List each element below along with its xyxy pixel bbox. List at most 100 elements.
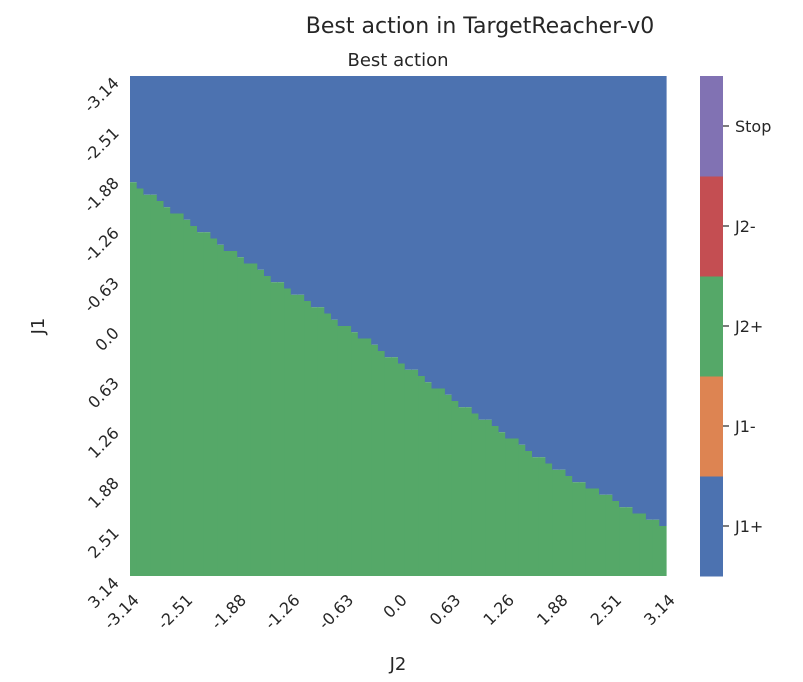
heatmap-cell-j2-plus xyxy=(532,457,540,576)
heatmap-cell-j2-plus xyxy=(411,369,419,576)
heatmap-cell-j1-plus xyxy=(639,76,647,514)
x-tick-label: -0.63 xyxy=(315,590,358,633)
heatmap-cell-j1-plus xyxy=(324,76,332,314)
heatmap-cell-j2-plus xyxy=(344,326,352,576)
heatmap-cell-j2-plus xyxy=(639,513,647,576)
heatmap-cell-j1-plus xyxy=(558,76,567,470)
heatmap-cell-j2-plus xyxy=(257,269,265,576)
heatmap-cell-j1-plus xyxy=(230,76,238,251)
heatmap-cell-j1-plus xyxy=(545,76,553,464)
heatmap-cells xyxy=(130,76,667,576)
colorbar-label: J2+ xyxy=(734,317,763,336)
heatmap-cell-j2-plus xyxy=(465,407,473,576)
heatmap-cell-j2-plus xyxy=(498,432,506,576)
heatmap-cell-j2-plus xyxy=(572,482,580,576)
heatmap-cell-j1-plus xyxy=(351,76,359,333)
heatmap-cell-j1-plus xyxy=(150,76,158,195)
heatmap-cell-j1-plus xyxy=(163,76,171,208)
heatmap-cell-j1-plus xyxy=(398,76,406,364)
heatmap-cell-j1-plus xyxy=(458,76,466,408)
heatmap-cell-j2-plus xyxy=(552,469,560,576)
heatmap-cell-j1-plus xyxy=(518,76,526,445)
y-tick-label: -2.51 xyxy=(80,123,123,166)
heatmap-cell-j1-plus xyxy=(578,76,587,483)
heatmap-cell-j1-plus xyxy=(377,76,386,351)
heatmap-cell-j2-plus xyxy=(270,282,278,576)
heatmap-cell-j1-plus xyxy=(612,76,620,501)
heatmap-cell-j1-plus xyxy=(391,76,399,358)
heatmap-cell-j2-plus xyxy=(478,419,486,576)
heatmap-cell-j2-plus xyxy=(197,232,205,576)
heatmap-cell-j1-plus xyxy=(431,76,439,389)
colorbar-label: Stop xyxy=(735,117,771,136)
heatmap-cell-j1-plus xyxy=(491,76,500,426)
heatmap-cell-j1-plus xyxy=(411,76,419,370)
heatmap-cell-j2-plus xyxy=(136,188,144,576)
y-tick-label: 1.88 xyxy=(84,473,123,512)
y-axis-ticks: -3.14 -2.51 -1.88 -1.26 -0.63 0.0 0.63 1.26 1.88… xyxy=(80,73,123,612)
heatmap-cell-j2-plus xyxy=(337,326,345,576)
y-tick-label: 2.51 xyxy=(84,523,123,562)
heatmap-cell-j2-plus xyxy=(438,388,446,576)
heatmap-cell-j2-plus xyxy=(418,376,426,576)
heatmap-cell-j2-plus xyxy=(444,394,453,576)
y-tick-label: -0.63 xyxy=(80,273,123,316)
chart-title: Best action in TargetReacher-v0 xyxy=(306,14,654,39)
heatmap-cell-j1-plus xyxy=(331,76,339,320)
x-tick-label: 2.51 xyxy=(587,590,626,629)
heatmap-cell-j2-plus xyxy=(525,451,533,576)
y-tick-label: -1.88 xyxy=(80,173,123,216)
heatmap-cell-j1-plus xyxy=(471,76,479,414)
heatmap-cell-j2-plus xyxy=(491,426,500,576)
heatmap-cell-j2-plus xyxy=(625,507,634,576)
heatmap-cell-j2-plus xyxy=(170,213,178,576)
y-axis-label: J1 xyxy=(28,318,49,336)
heatmap-cell-j2-plus xyxy=(652,519,660,576)
heatmap-cell-j1-plus xyxy=(290,76,299,295)
colorbar-segment xyxy=(700,476,723,577)
heatmap-cell-j2-plus xyxy=(317,307,325,576)
x-tick-label: 0.63 xyxy=(426,590,465,629)
heatmap-cell-j1-plus xyxy=(532,76,540,458)
x-tick-label: -2.51 xyxy=(154,590,197,633)
heatmap-cell-j2-plus xyxy=(217,244,225,576)
heatmap-cell-j2-plus xyxy=(511,438,520,576)
heatmap-cell-j2-plus xyxy=(558,469,567,576)
heatmap-cell-j2-plus xyxy=(210,238,218,576)
y-tick-label: 0.63 xyxy=(84,373,123,412)
heatmap-cell-j2-plus xyxy=(290,294,299,576)
heatmap-cell-j1-plus xyxy=(645,76,654,520)
heatmap-cell-j1-plus xyxy=(310,76,319,308)
heatmap-cell-j1-plus xyxy=(619,76,627,508)
heatmap-cell-j1-plus xyxy=(404,76,412,370)
heatmap-cell-j2-plus xyxy=(304,301,312,576)
heatmap-cell-j2-plus xyxy=(150,194,158,576)
y-tick-label: -3.14 xyxy=(80,73,123,116)
heatmap-cell-j1-plus xyxy=(270,76,278,283)
heatmap-cell-j2-plus xyxy=(612,501,620,576)
heatmap-cell-j2-plus xyxy=(176,213,185,576)
heatmap-cell-j1-plus xyxy=(485,76,493,420)
heatmap-cell-j1-plus xyxy=(632,76,640,514)
heatmap-cell-j1-plus xyxy=(478,76,486,420)
x-tick-label: 3.14 xyxy=(640,590,679,629)
x-tick-label: 1.26 xyxy=(479,590,518,629)
heatmap-cell-j2-plus xyxy=(645,519,654,576)
heatmap-cell-j1-plus xyxy=(304,76,312,301)
heatmap-cell-j2-plus xyxy=(277,282,285,576)
heatmap-cell-j1-plus xyxy=(264,76,272,276)
heatmap-cell-j2-plus xyxy=(203,232,211,576)
heatmap-cell-j2-plus xyxy=(163,207,171,576)
x-tick-label: 1.88 xyxy=(533,590,572,629)
heatmap-cell-j1-plus xyxy=(170,76,178,214)
heatmap-cell-j2-plus xyxy=(331,319,339,576)
heatmap-cell-j1-plus xyxy=(444,76,453,395)
heatmap-cell-j1-plus xyxy=(585,76,593,489)
heatmap-cell-j1-plus xyxy=(451,76,459,401)
heatmap-cell-j2-plus xyxy=(377,351,386,576)
heatmap-cell-j1-plus xyxy=(183,76,191,220)
heatmap-cell-j1-plus xyxy=(250,76,258,264)
heatmap-cell-j2-plus xyxy=(619,507,627,576)
heatmap-cell-j1-plus xyxy=(203,76,211,233)
